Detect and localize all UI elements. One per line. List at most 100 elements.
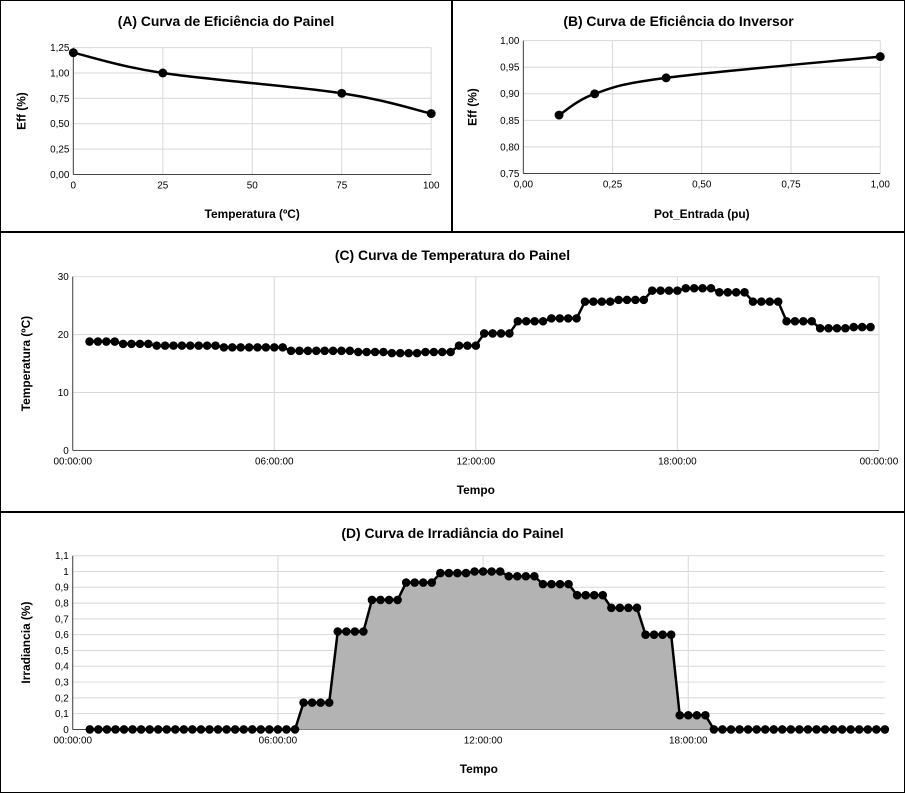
data-point xyxy=(463,341,472,350)
y-tick-label: 1,25 xyxy=(50,43,70,54)
chart-d-svg: (D) Curva de Irradiância do Painel 0 0,1 0,… xyxy=(19,525,890,776)
data-point xyxy=(504,571,514,581)
data-point xyxy=(639,295,649,305)
series-line xyxy=(73,51,432,115)
x-tick-label: 75 xyxy=(336,180,348,191)
data-point xyxy=(196,725,206,734)
data-point xyxy=(135,339,145,349)
data-point xyxy=(213,725,223,734)
data-point xyxy=(345,346,355,356)
y-tick-label: 0,80 xyxy=(500,142,520,153)
data-point xyxy=(153,725,163,734)
data-point xyxy=(513,317,523,326)
chart-a-svg: (A) Curva de Eficiência do Painel 0,00 0,2… xyxy=(15,13,440,221)
data-point xyxy=(230,725,240,734)
y-tick-label: 0 xyxy=(63,725,69,736)
data-point xyxy=(94,725,103,734)
data-point xyxy=(757,297,766,306)
data-point xyxy=(812,725,821,734)
data-point xyxy=(395,348,405,358)
data-point xyxy=(171,725,180,734)
data-point xyxy=(202,341,212,350)
data-point xyxy=(350,627,360,636)
data-point xyxy=(841,323,850,333)
data-point xyxy=(412,348,422,358)
data-point xyxy=(656,286,665,295)
data-point xyxy=(307,698,317,707)
data-point xyxy=(647,286,657,295)
y-tick-label: 0,95 xyxy=(500,63,520,74)
y-tick-label: 20 xyxy=(58,330,70,341)
y-tick-label: 0,2 xyxy=(55,693,69,704)
data-point xyxy=(244,343,254,352)
data-point xyxy=(752,725,761,734)
data-point xyxy=(68,48,78,58)
data-point xyxy=(624,603,633,613)
data-point xyxy=(709,725,719,734)
area-fill xyxy=(89,571,885,730)
chart-title: (D) Curva de Irradiância do Painel xyxy=(341,525,563,541)
y-axis-label: Temperatura (ºC) xyxy=(19,316,33,411)
data-point xyxy=(666,630,676,639)
x-tick-label: 25 xyxy=(157,180,169,191)
data-point xyxy=(829,725,838,734)
data-point xyxy=(778,725,787,734)
data-point xyxy=(837,725,847,734)
y-tick-label: 0,4 xyxy=(55,662,69,673)
x-axis-label: Tempo xyxy=(457,483,495,497)
data-point xyxy=(205,725,214,734)
data-point xyxy=(328,346,338,356)
data-point xyxy=(521,571,531,581)
data-point xyxy=(429,347,439,357)
data-point xyxy=(379,347,388,357)
data-point xyxy=(538,317,548,326)
data-point xyxy=(807,317,817,326)
x-tick-label: 0 xyxy=(71,180,77,191)
data-point xyxy=(436,568,445,578)
data-point xyxy=(589,590,599,600)
data-point xyxy=(795,725,804,734)
data-point xyxy=(726,725,736,734)
data-point xyxy=(421,347,430,357)
data-point xyxy=(144,339,153,349)
data-point xyxy=(675,710,684,720)
y-tick-label: 0,3 xyxy=(55,678,69,689)
data-point xyxy=(278,343,287,352)
data-point xyxy=(581,590,590,600)
data-point xyxy=(324,698,334,707)
data-point xyxy=(290,725,300,734)
y-axis-label: Eff (%) xyxy=(466,88,480,126)
data-point xyxy=(681,283,691,293)
data-point xyxy=(496,329,506,338)
data-point xyxy=(863,725,873,734)
data-point xyxy=(128,725,137,734)
data-point xyxy=(683,710,693,720)
data-point xyxy=(470,567,479,576)
data-point xyxy=(404,348,413,358)
series-line xyxy=(89,570,885,731)
data-point xyxy=(102,337,111,346)
data-point xyxy=(649,630,659,639)
y-tick-label: 10 xyxy=(58,388,70,399)
data-point xyxy=(782,317,791,326)
data-point xyxy=(760,725,770,734)
data-point xyxy=(118,339,128,349)
data-point xyxy=(555,314,565,323)
data-point xyxy=(872,725,881,734)
data-point xyxy=(265,725,274,734)
data-point xyxy=(849,322,859,332)
data-point xyxy=(158,68,168,78)
data-point xyxy=(177,341,187,350)
data-point xyxy=(93,337,103,346)
y-tick-label: 0,85 xyxy=(500,116,520,127)
data-point xyxy=(866,322,875,332)
y-tick-label: 0,6 xyxy=(55,630,69,641)
data-point xyxy=(454,341,464,350)
data-point xyxy=(188,725,197,734)
data-point xyxy=(228,343,237,352)
data-point xyxy=(320,346,329,356)
y-tick-label: 0,5 xyxy=(55,646,69,657)
data-point xyxy=(401,578,411,587)
data-point xyxy=(119,725,129,734)
data-point xyxy=(236,343,245,352)
